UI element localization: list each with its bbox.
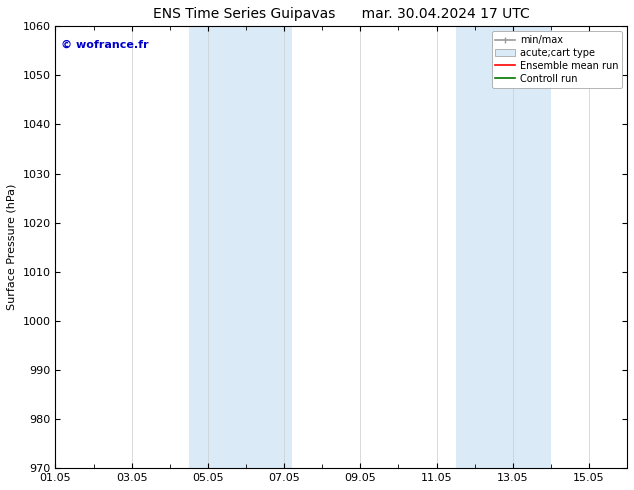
Legend: min/max, acute;cart type, Ensemble mean run, Controll run: min/max, acute;cart type, Ensemble mean … (491, 31, 622, 88)
Y-axis label: Surface Pressure (hPa): Surface Pressure (hPa) (7, 184, 17, 311)
Text: © wofrance.fr: © wofrance.fr (61, 40, 149, 49)
Bar (456, 26, 505, 468)
Title: ENS Time Series Guipavas      mar. 30.04.2024 17 UTC: ENS Time Series Guipavas mar. 30.04.2024… (153, 7, 529, 21)
Bar (189, 26, 246, 468)
Bar (505, 26, 551, 468)
Bar (246, 26, 292, 468)
